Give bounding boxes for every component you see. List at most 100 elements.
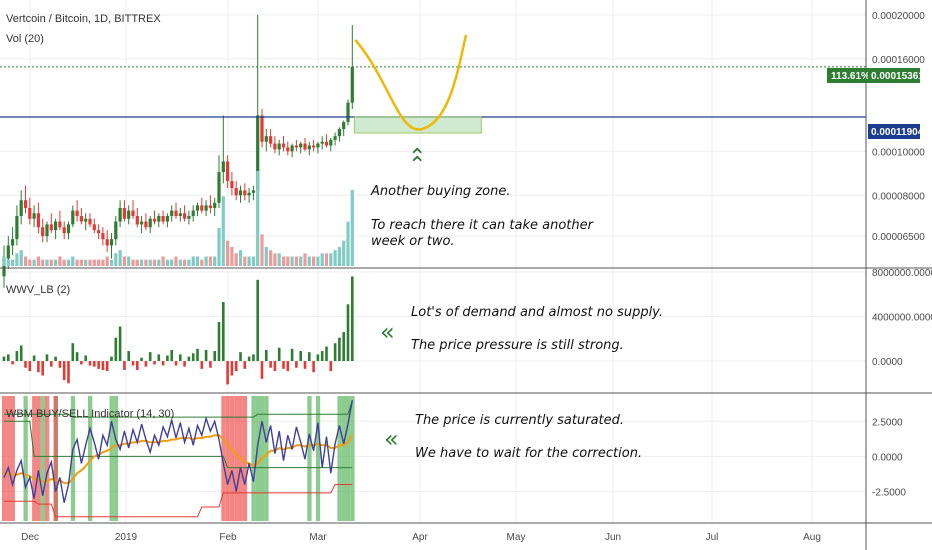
candle-body [350,66,354,103]
volume-bar [316,256,320,266]
wwv-bar [62,361,66,380]
volume-bar [157,259,161,266]
candle-body [191,210,195,217]
buy-zone-note-3: week or two. [371,234,455,249]
candle-body [346,102,350,123]
candle-body [23,200,28,208]
wwv-bar [80,361,83,365]
volume-bar [243,256,247,266]
grid-lines [0,0,866,523]
volume-bar [174,256,178,266]
candle-body [11,239,15,246]
candle-body [204,205,208,211]
candle-body [273,143,277,150]
price-tick-label: 0.00016000 [872,55,925,66]
wwv-bar [204,349,208,362]
candle-body [238,190,243,196]
current-price-badge [868,68,920,83]
volume-bar [32,259,36,266]
wwv-bar [299,351,302,362]
volume-bar [49,259,53,266]
candle-body [36,213,40,228]
annotation-overlay [0,34,866,134]
wwv-pane[interactable] [0,268,866,393]
x-tick-label: Jun [605,532,621,543]
wwv-bar [11,361,14,365]
wwv-bar [97,361,100,369]
volume-bar [19,250,23,266]
change-badge-label: 113.61% [831,71,870,82]
volume-bar [213,256,217,266]
line-price-label: 0.00011904 [871,127,924,138]
price-tick-label: 0.00008000 [872,191,925,202]
candle-body [303,143,307,150]
volume-bar [45,259,49,266]
candle-body [329,139,333,146]
wbm-upper-line [4,400,353,418]
wwv-bar [58,361,62,368]
buy-signal-band [350,396,355,521]
candle-body [152,218,157,222]
x-tick-label: Apr [412,532,428,543]
volume-bar [62,259,66,266]
price-tick-label: 0.00020000 [872,11,925,22]
wwv-tick-label: 4000000.0000 [872,313,932,324]
sell-signal-band [53,396,58,521]
candle-body [6,245,10,259]
wwv-bar [277,347,281,362]
wwv-bar [24,361,27,368]
wwv-bar [256,279,259,362]
candle-body [15,216,19,240]
volume-bar [294,256,298,266]
volume-bar [299,256,303,266]
candle-body [251,190,255,193]
candle-body [127,210,131,219]
volume-bar [114,253,118,266]
volume-bar [23,256,28,266]
buy-signal-band [113,396,119,521]
wwv-bar [282,361,285,369]
buy-signal-band [23,396,28,521]
volume-bar [251,256,255,266]
wwv-bar [127,351,130,362]
sell-signal-band [36,396,41,521]
candle-body [195,205,200,211]
wwv-bar [75,352,79,362]
wwv-bar [338,337,341,362]
volume-bar [256,171,260,266]
wwv-bar [329,361,333,372]
volume-bar [273,253,277,266]
volume-bar [234,253,238,266]
volume-bar [195,256,200,266]
wwv-bar [183,361,186,367]
candle-body [213,202,217,208]
wwv-bar [342,332,345,362]
candle-body [140,221,144,225]
candle-body [337,129,341,137]
volume-bar [312,256,316,266]
wwv-bar [191,353,195,362]
buy-zone-box [353,116,482,134]
wwv-bar [67,361,70,384]
wwv-bar [28,361,32,372]
wwv-bar [269,361,272,368]
wwv-bar [226,361,229,385]
wwv-bar [101,361,105,370]
chart-title: Vertcoin / Bitcoin, 1D, BITTREX [6,13,161,25]
candle-body [290,145,294,152]
x-tick-label: Aug [803,532,821,543]
volume-bar [183,259,187,266]
candle-body [230,181,234,189]
wwv-bar [19,345,23,362]
volume-bar [6,259,10,266]
candle-body [54,221,58,231]
volume-bar [144,259,148,266]
candle-body [32,213,36,219]
candle-body [286,147,290,152]
volume-bar [170,259,174,266]
wbm-pane[interactable] [0,393,866,523]
volume-bar [329,253,333,266]
volume-bar [226,240,230,266]
candle-body [165,216,169,222]
wwv-bar [312,361,315,373]
